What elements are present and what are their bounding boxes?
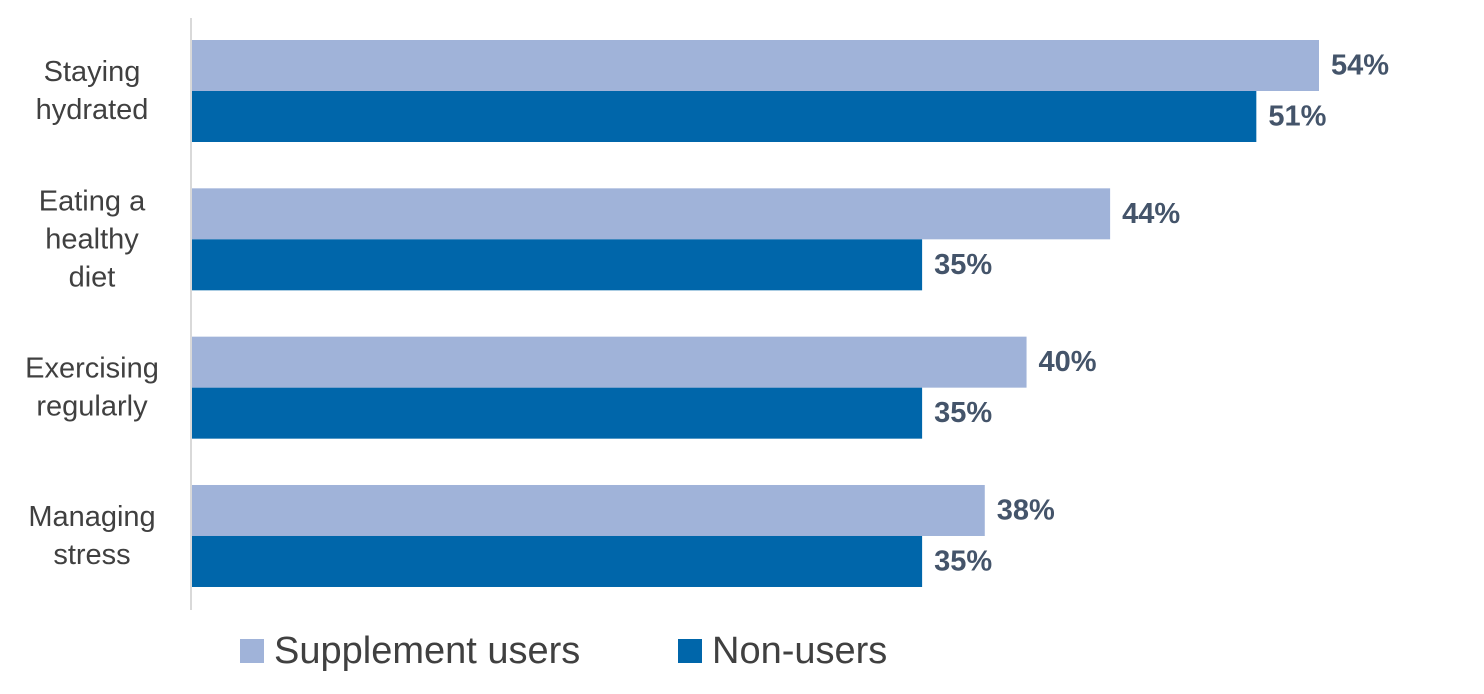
category-label-line: diet [69,261,116,293]
category-label-line: Managing [28,501,155,533]
data-label-supplement-users-3: 38% [997,494,1055,526]
category-label-line: regularly [36,391,148,423]
legend-swatch-non-users [678,639,702,663]
bar-supplement-users-1 [191,188,1111,240]
category-label-line: hydrated [36,94,149,126]
category-label-line: healthy [45,223,139,255]
labels-layer: 54%51% Staying hydrated 44% 35% Eating a healt… [25,50,1389,578]
category-label-line: Exercising [25,353,159,385]
data-label-supplement-users-2: 40% [1039,346,1097,378]
legend-label-supplement-users: Supplement users [274,630,580,672]
category-label-0: Staying hydrated [36,56,149,126]
bar-supplement-users-2 [191,336,1027,388]
category-label-line: Staying [44,56,141,88]
data-label-non-users-1: 35% [934,249,992,281]
legend-swatch-supplement-users [240,639,264,663]
bar-non-users-1 [191,239,923,291]
data-label-non-users-3: 35% [934,545,992,577]
category-label-line: stress [53,539,130,571]
category-label-3: Managing stress [28,501,155,571]
data-label-non-users-0: 51% [1268,101,1326,133]
category-label-2: Exercising regularly [25,353,159,423]
legend-label-non-users: Non-users [712,630,887,672]
bars-layer [191,40,1319,587]
bar-non-users-2 [191,387,923,439]
bar-supplement-users-0 [191,40,1319,91]
legend: Supplement users Non-users [240,630,887,672]
data-label-supplement-users-0: 54% [1331,50,1389,82]
category-label-line: Eating a [39,185,146,217]
data-label-supplement-users-1: 44% [1122,198,1180,230]
bar-supplement-users-3 [191,484,985,536]
category-label-1: Eating a healthy diet [39,185,146,293]
bar-non-users-3 [191,535,923,587]
bar-non-users-0 [191,91,1257,142]
data-label-non-users-2: 35% [934,397,992,429]
